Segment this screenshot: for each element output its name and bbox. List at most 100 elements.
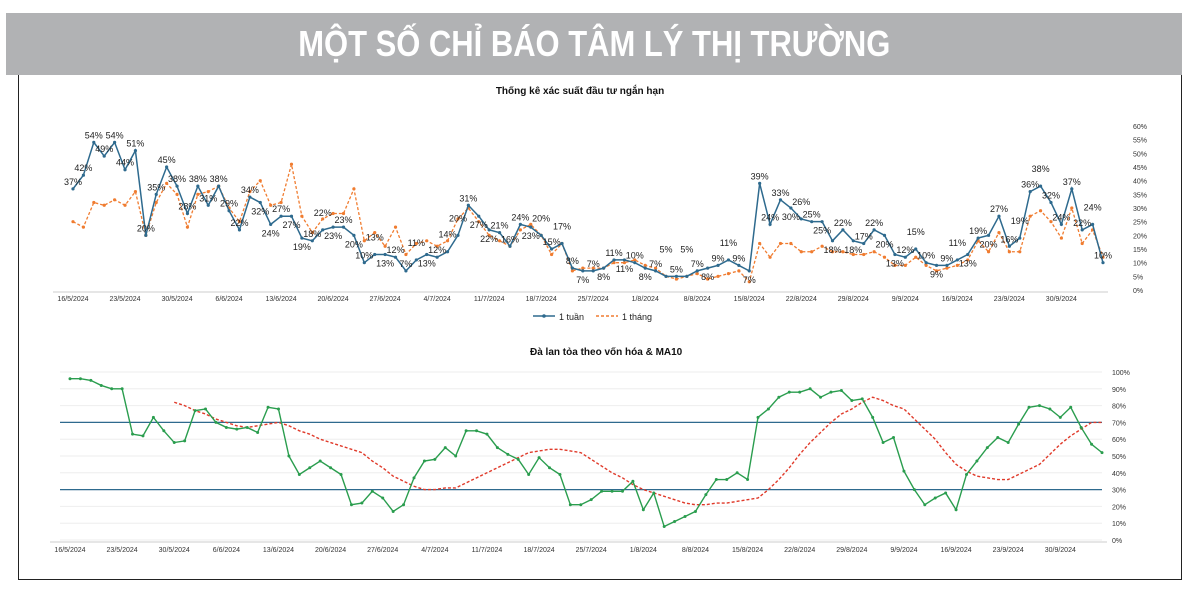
data-point [425, 252, 429, 257]
data-point [248, 190, 252, 194]
data-point [414, 258, 418, 262]
x-tick-label: 22/8/2024 [784, 547, 815, 554]
data-point [1037, 404, 1041, 408]
y-tick-label: 20% [1133, 233, 1147, 240]
data-point [1049, 200, 1053, 205]
data-point [819, 395, 823, 399]
x-tick-label: 16/5/2024 [54, 547, 85, 554]
data-point [269, 203, 273, 207]
data-point [1028, 190, 1032, 194]
data-point [985, 446, 989, 450]
data-point [610, 489, 614, 493]
data-label: 20% [449, 213, 467, 223]
data-point [196, 192, 200, 196]
data-point [370, 489, 374, 493]
data-point [497, 231, 502, 235]
data-point [704, 493, 708, 497]
data-point [256, 430, 260, 434]
data-point [165, 181, 169, 185]
x-tick-label: 20/6/2024 [318, 296, 349, 303]
x-tick-label: 18/7/2024 [526, 296, 557, 303]
data-label: 17% [553, 222, 571, 232]
data-point [862, 241, 866, 246]
data-point [600, 489, 604, 493]
data-label: 16% [1000, 234, 1018, 244]
x-tick-label: 4/7/2024 [421, 547, 448, 554]
data-label: 11% [949, 238, 966, 248]
data-label: 42% [74, 163, 92, 173]
x-tick-label: 4/7/2024 [424, 296, 451, 303]
data-label: 20% [876, 239, 894, 249]
data-point [495, 446, 499, 450]
data-label: 35% [147, 182, 165, 192]
data-label: 45% [158, 155, 176, 165]
data-point [589, 498, 593, 502]
data-point [172, 441, 176, 445]
data-point [1018, 250, 1022, 254]
data-point [641, 508, 645, 512]
x-tick-label: 11/7/2024 [472, 547, 503, 554]
x-tick-label: 16/9/2024 [942, 296, 973, 303]
data-point [1028, 214, 1032, 218]
data-point [924, 261, 928, 265]
data-label: 31% [199, 193, 217, 203]
data-point [539, 233, 543, 237]
x-tick-label: 20/6/2024 [315, 547, 346, 554]
data-label: 26% [792, 197, 810, 207]
data-point [685, 274, 689, 278]
data-point [454, 454, 458, 458]
data-point [196, 184, 200, 188]
data-label: 31% [459, 193, 477, 203]
data-point [92, 200, 96, 205]
data-label: 38% [168, 174, 186, 184]
x-tick-label: 23/5/2024 [107, 547, 138, 554]
data-point [560, 241, 564, 246]
data-point [1058, 415, 1062, 419]
chart1-title: Thống kê xác suất đầu tư ngắn hạn [496, 84, 664, 97]
data-label: 11% [408, 238, 425, 248]
data-point [487, 233, 491, 237]
data-point [882, 233, 887, 237]
data-point [693, 509, 697, 513]
data-point [217, 184, 221, 188]
data-point [518, 228, 522, 232]
y-tick-label: 55% [1133, 138, 1147, 145]
y-tick-label: 10% [1112, 521, 1126, 528]
data-point [716, 263, 720, 267]
data-point [279, 200, 283, 205]
data-label: 22% [1073, 218, 1091, 228]
data-label: 38% [1032, 164, 1050, 174]
y-tick-label: 45% [1133, 165, 1147, 172]
data-point [487, 228, 491, 232]
data-label: 7% [743, 275, 756, 285]
data-point [591, 266, 595, 270]
data-label: 37% [1063, 177, 1081, 187]
data-point [235, 427, 239, 431]
data-point [433, 457, 437, 461]
data-label: 16% [501, 234, 519, 244]
data-point [735, 471, 739, 475]
data-point [443, 446, 447, 450]
data-label: 11% [616, 264, 633, 274]
data-point [737, 263, 741, 267]
data-point [706, 266, 710, 270]
data-label: 20% [137, 223, 155, 233]
data-point [820, 244, 824, 248]
data-label: 39% [751, 171, 769, 181]
data-point [383, 244, 387, 248]
data-point [404, 269, 408, 273]
data-label: 5% [680, 244, 693, 254]
data-point [570, 266, 574, 270]
data-point [654, 269, 658, 273]
data-point [777, 395, 781, 399]
data-point [662, 525, 666, 529]
data-point [456, 233, 460, 237]
data-label: 27% [470, 220, 488, 230]
data-point [591, 269, 595, 273]
data-point [787, 390, 791, 394]
data-label: 36% [1021, 180, 1039, 190]
data-label: 20% [980, 239, 998, 249]
y-tick-label: 100% [1112, 370, 1130, 377]
data-point [529, 225, 533, 229]
data-label: 7% [691, 259, 704, 269]
